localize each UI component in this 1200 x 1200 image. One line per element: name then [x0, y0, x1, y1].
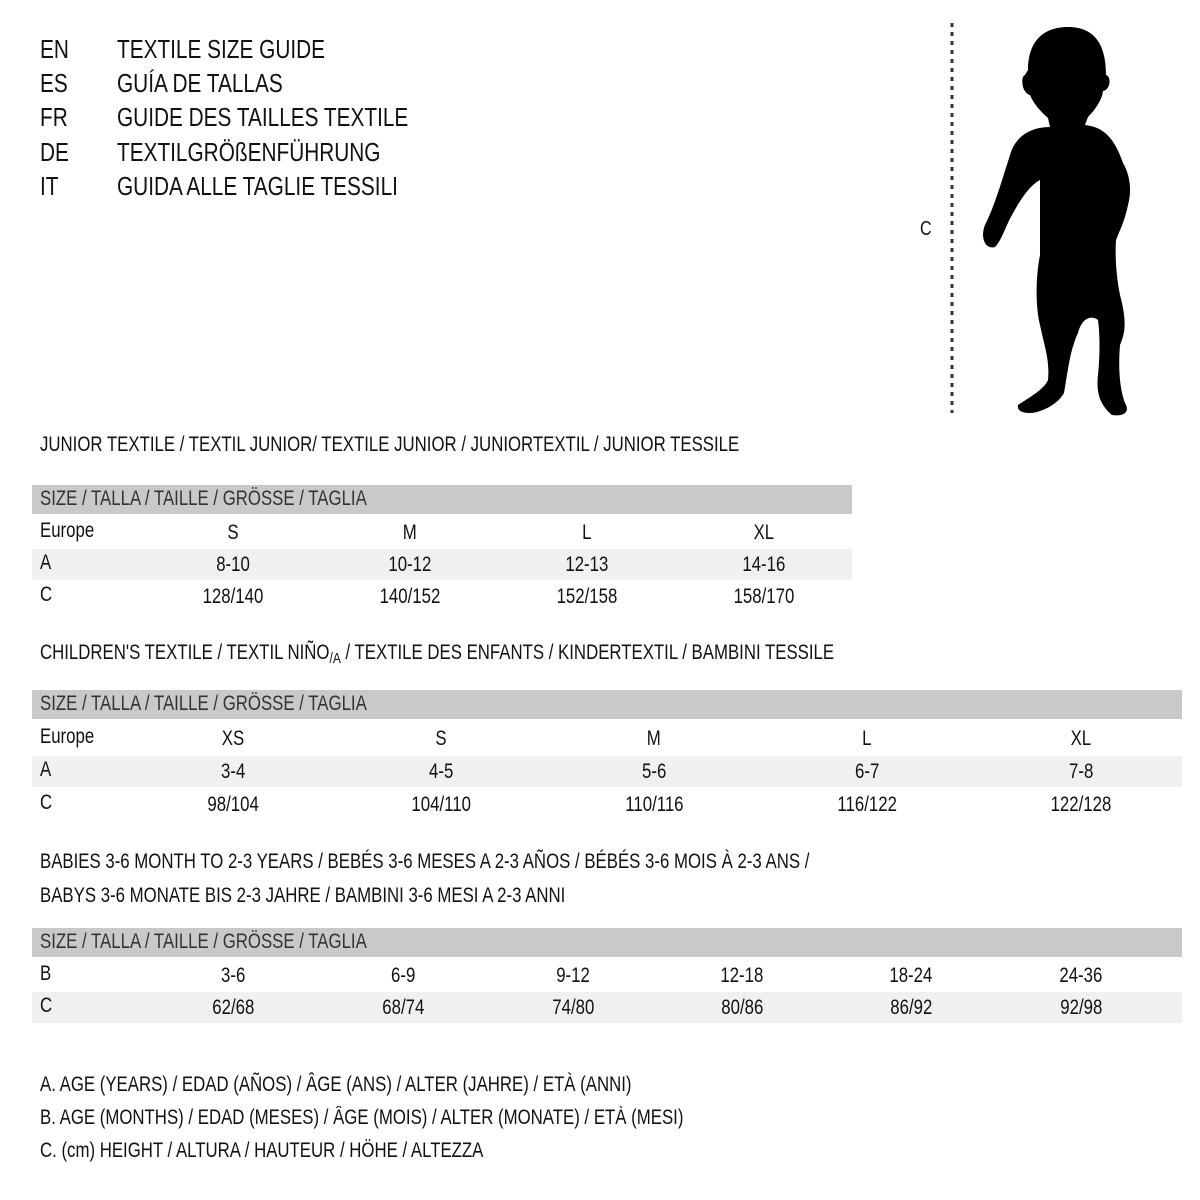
row-label: Europe [40, 725, 95, 748]
table-cell: 92/98 [1059, 996, 1103, 1019]
lang-title: GUIDA ALLE TAGLIE TESSILI [117, 171, 398, 201]
table-cell: XL [753, 521, 775, 544]
table-header-row: SIZE / TALLA / TAILLE / GRÖSSE / TAGLIA [32, 690, 1182, 719]
table-row: A 3-4 4-5 5-6 6-7 7-8 [32, 756, 1182, 787]
legend-item: C. (cm) HEIGHT / ALTURA / HAUTEUR / HÖHE… [40, 1139, 484, 1162]
table-cell: M [647, 727, 661, 750]
table-cell: 12-18 [720, 964, 764, 987]
children-section-title: CHILDREN'S TEXTILE / TEXTIL NIÑO/A / TEX… [40, 641, 835, 667]
table-cell: 122/128 [1050, 793, 1112, 816]
table-cell: XS [221, 727, 245, 750]
lang-code: DE [40, 137, 69, 167]
table-cell: XL [1070, 727, 1092, 750]
table-cell: 3-4 [220, 760, 246, 783]
table-row: C 62/68 68/74 74/80 80/86 86/92 92/98 [32, 992, 1182, 1023]
table-row: B 3-6 6-9 9-12 12-18 18-24 24-36 [32, 960, 1182, 991]
table-row: Europe S M L XL [32, 517, 852, 548]
table-cell: M [403, 521, 417, 544]
lang-title: GUÍA DE TALLAS [117, 68, 283, 98]
table-cell: 7-8 [1068, 760, 1094, 783]
row-label: Europe [40, 519, 95, 542]
table-cell: 8-10 [216, 553, 250, 576]
size-header: SIZE / TALLA / TAILLE / GRÖSSE / TAGLIA [40, 487, 367, 510]
table-cell: 140/152 [379, 585, 441, 608]
lang-title: GUIDE DES TAILLES TEXTILE [117, 102, 409, 132]
child-silhouette-icon [950, 23, 1131, 416]
table-cell: 24-36 [1059, 964, 1103, 987]
table-cell: S [227, 521, 239, 544]
row-label: B [40, 962, 52, 985]
children-size-table: SIZE / TALLA / TAILLE / GRÖSSE / TAGLIA … [32, 690, 1182, 822]
height-label: C [920, 218, 932, 240]
table-row: C 128/140 140/152 152/158 158/170 [32, 581, 852, 612]
table-cell: 9-12 [556, 964, 590, 987]
table-header-row: SIZE / TALLA / TAILLE / GRÖSSE / TAGLIA [32, 928, 1182, 957]
table-row: Europe XS S M L XL [32, 723, 1182, 754]
legend-item: A. AGE (YEARS) / EDAD (AÑOS) / ÂGE (ANS)… [40, 1073, 632, 1096]
lang-title: TEXTILE SIZE GUIDE [117, 34, 326, 64]
table-cell: 5-6 [641, 760, 667, 783]
row-label: C [40, 791, 53, 814]
table-cell: L [582, 521, 592, 544]
babies-section-title-line1: BABIES 3-6 MONTH TO 2-3 YEARS / BEBÉS 3-… [40, 850, 810, 873]
babies-section-title-line2: BABYS 3-6 MONATE BIS 2-3 JAHRE / BAMBINI… [40, 884, 566, 907]
table-cell: 110/116 [624, 793, 684, 816]
table-cell: 98/104 [207, 793, 259, 816]
table-cell: 104/110 [411, 793, 471, 816]
table-cell: 86/92 [889, 996, 933, 1019]
table-cell: S [435, 727, 447, 750]
table-cell: 74/80 [551, 996, 595, 1019]
legend-item: B. AGE (MONTHS) / EDAD (MESES) / ÂGE (MO… [40, 1106, 684, 1129]
size-header: SIZE / TALLA / TAILLE / GRÖSSE / TAGLIA [40, 692, 367, 715]
lang-code: ES [40, 68, 68, 98]
junior-section-title: JUNIOR TEXTILE / TEXTIL JUNIOR/ TEXTILE … [40, 433, 740, 456]
lang-code: FR [40, 102, 68, 132]
table-cell: 80/86 [720, 996, 764, 1019]
size-header: SIZE / TALLA / TAILLE / GRÖSSE / TAGLIA [40, 930, 367, 953]
row-label: C [40, 994, 53, 1017]
table-cell: 6-9 [390, 964, 416, 987]
lang-code: EN [40, 34, 69, 64]
table-cell: 18-24 [889, 964, 933, 987]
table-cell: 158/170 [733, 585, 795, 608]
junior-size-table: SIZE / TALLA / TAILLE / GRÖSSE / TAGLIA … [32, 485, 852, 615]
table-cell: 152/158 [556, 585, 618, 608]
row-label: C [40, 583, 53, 606]
lang-code: IT [40, 171, 59, 201]
table-cell: 3-6 [220, 964, 246, 987]
table-cell: 12-13 [565, 553, 609, 576]
table-cell: 6-7 [854, 760, 880, 783]
table-cell: 10-12 [388, 553, 432, 576]
table-cell: L [862, 727, 872, 750]
table-row: A 8-10 10-12 12-13 14-16 [32, 549, 852, 580]
table-cell: 116/122 [837, 793, 897, 816]
row-label: A [40, 758, 52, 781]
table-cell: 68/74 [381, 996, 425, 1019]
table-header-row: SIZE / TALLA / TAILLE / GRÖSSE / TAGLIA [32, 485, 852, 514]
table-cell: 62/68 [211, 996, 255, 1019]
table-cell: 4-5 [428, 760, 454, 783]
table-row: C 98/104 104/110 110/116 116/122 122/128 [32, 789, 1182, 820]
babies-size-table: SIZE / TALLA / TAILLE / GRÖSSE / TAGLIA … [32, 928, 1182, 1026]
table-cell: 14-16 [742, 553, 786, 576]
row-label: A [40, 551, 52, 574]
lang-title: TEXTILGRÖßENFÜHRUNG [117, 137, 381, 167]
table-cell: 128/140 [202, 585, 264, 608]
